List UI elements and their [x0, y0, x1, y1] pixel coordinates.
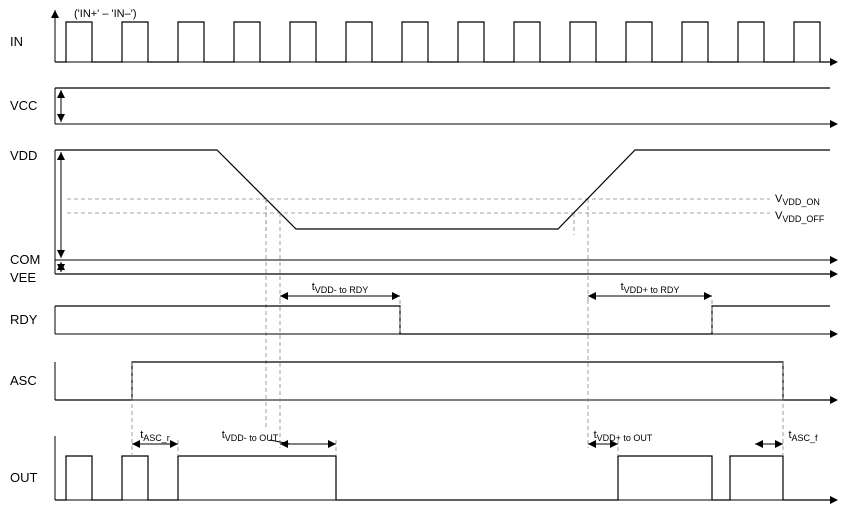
- svg-text:VDD: VDD: [10, 148, 37, 163]
- svg-text:tVDD- to OUT: tVDD- to OUT: [222, 429, 279, 443]
- svg-text:COM: COM: [10, 252, 40, 267]
- timing-diagram: IN ('IN+' – 'IN–') VCC VDD COM VEE VVDD_ON VVDD…: [0, 0, 852, 530]
- svg-text:tVDD- to RDY: tVDD- to RDY: [312, 281, 369, 295]
- svg-text:OUT: OUT: [10, 470, 38, 485]
- svg-text:RDY: RDY: [10, 312, 38, 327]
- svg-text:IN: IN: [10, 34, 23, 49]
- svg-text:tASC_r: tASC_r: [140, 429, 170, 443]
- svg-text:VCC: VCC: [10, 98, 37, 113]
- svg-text:VVDD_OFF: VVDD_OFF: [775, 210, 825, 224]
- svg-text:tASC_f: tASC_f: [788, 429, 818, 443]
- svg-text:tVDD+ to RDY: tVDD+ to RDY: [621, 281, 680, 295]
- svg-text:VVDD_ON: VVDD_ON: [775, 193, 820, 207]
- svg-text:VEE: VEE: [10, 270, 36, 285]
- svg-text:('IN+' – 'IN–'): ('IN+' – 'IN–'): [74, 8, 137, 20]
- svg-text:ASC: ASC: [10, 373, 37, 388]
- svg-text:tVDD+ to OUT: tVDD+ to OUT: [594, 429, 653, 443]
